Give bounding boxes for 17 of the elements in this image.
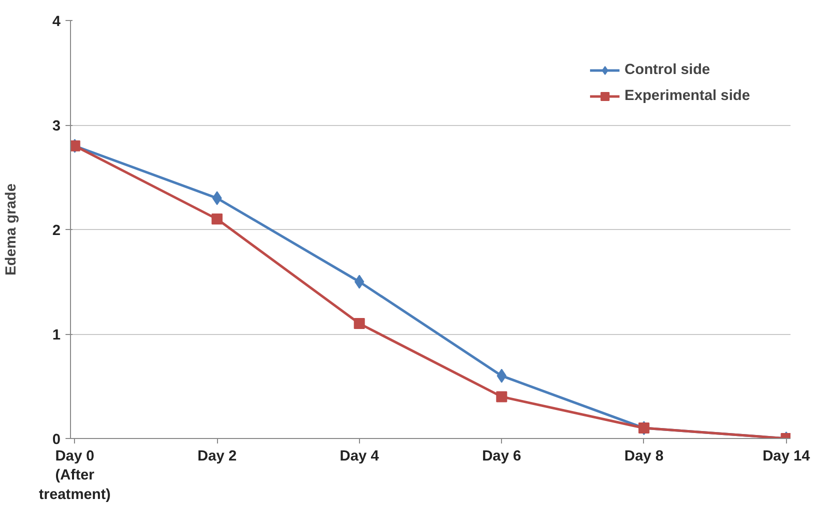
x-tick-label: Day 4 bbox=[340, 448, 380, 464]
x-tick-label: Day 14 bbox=[762, 448, 811, 464]
x-tick-label: Day 0 (After treatment) bbox=[38, 448, 111, 503]
y-axis-title: Edema grade bbox=[3, 183, 20, 276]
x-tick-label: Day 2 bbox=[198, 448, 237, 464]
point bbox=[354, 318, 365, 330]
x-tick-label: Day 8 bbox=[624, 448, 664, 464]
point bbox=[496, 391, 508, 402]
y-tick-label: 3 bbox=[52, 118, 61, 134]
y-tick-label: 1 bbox=[52, 328, 61, 344]
y-tick-label: 2 bbox=[52, 223, 61, 239]
point bbox=[212, 214, 223, 225]
y-tick-label: 4 bbox=[52, 14, 62, 30]
x-tick-label: Day 6 bbox=[482, 448, 522, 464]
legend-label: Experimental side bbox=[624, 88, 750, 104]
legend-label: Control side bbox=[624, 62, 710, 78]
y-tick-label: 0 bbox=[52, 432, 61, 448]
